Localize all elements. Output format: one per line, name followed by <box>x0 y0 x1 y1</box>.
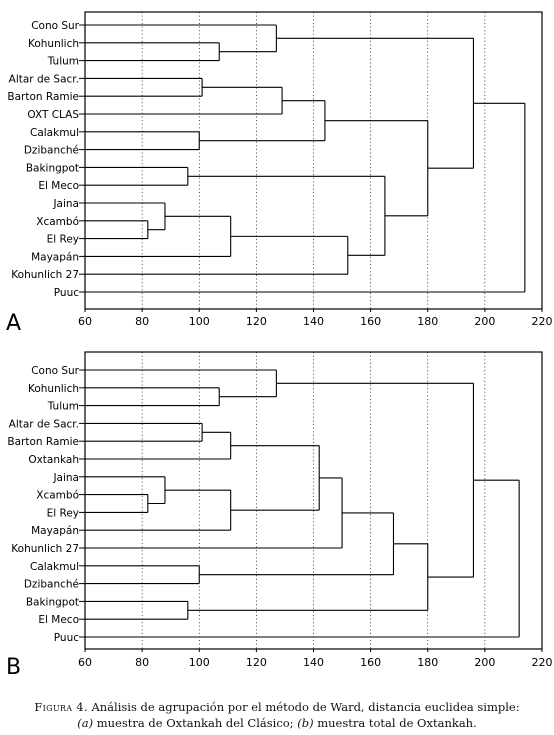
leaf-label: OXT CLAS <box>27 109 79 121</box>
leaf-label: Kohunlich <box>28 383 79 395</box>
dendrogram-panel-b: 60 80 100 120 140 160 180 200 220 Cono Sur Kohunli… <box>6 351 553 680</box>
leaf-label: Xcambó <box>36 490 79 502</box>
leaf-label: Calakmul <box>30 127 79 139</box>
dendrogram-figure: 60 80 100 120 140 160 180 200 220 Cono Sur Kohunli… <box>6 11 553 680</box>
x-tick-label: 180 <box>417 315 438 328</box>
leaf-label: Calakmul <box>30 561 79 573</box>
leaf-label: Tulum <box>47 401 79 413</box>
figure-label: Figura 4. <box>34 700 88 714</box>
x-tick-label: 160 <box>360 315 381 328</box>
leaf-label: Dzibanché <box>24 145 79 157</box>
x-tick-label: 120 <box>246 315 267 328</box>
leaf-label: Mayapán <box>31 251 79 263</box>
x-tick-label: 140 <box>303 656 324 669</box>
x-tick-label: 80 <box>135 315 149 328</box>
leaf-label: Barton Ramie <box>7 91 79 103</box>
x-tick-label: 120 <box>246 656 267 669</box>
dendrogram-panel-a: 60 80 100 120 140 160 180 200 220 Cono Sur Kohunli… <box>6 11 553 336</box>
caption-a-text: muestra de Oxtankah del Clásico; <box>96 716 294 730</box>
leaf-label: Bakingpot <box>26 162 79 174</box>
leaf-label: Xcambó <box>36 216 79 228</box>
x-tick-label: 180 <box>417 656 438 669</box>
leaf-label: Mayapán <box>31 525 79 537</box>
leaf-label: Puuc <box>54 287 79 299</box>
leaf-label: Cono Sur <box>31 20 79 32</box>
caption-text: Análisis de agrupación por el método de … <box>91 700 520 714</box>
panel-label: A <box>6 311 21 336</box>
x-tick-label: 100 <box>189 315 210 328</box>
x-tick-label: 220 <box>532 656 553 669</box>
leaf-label: Barton Ramie <box>7 436 79 448</box>
leaf-label: Bakingpot <box>26 596 79 608</box>
leaf-label: El Rey <box>47 507 79 519</box>
x-tick-label: 200 <box>474 315 495 328</box>
caption-a-marker: (a) <box>77 716 94 730</box>
leaf-label: Kohunlich 27 <box>11 543 79 555</box>
figure-caption-line-1: Figura 4. Análisis de agrupación por el … <box>0 699 554 715</box>
leaf-label: Cono Sur <box>31 365 79 377</box>
leaf-label: Kohunlich <box>28 38 79 50</box>
leaf-label: El Meco <box>38 614 79 626</box>
leaf-label: Oxtankah <box>28 454 79 466</box>
x-tick-label: 200 <box>474 656 495 669</box>
leaf-label: Dzibanché <box>24 579 79 591</box>
x-tick-label: 140 <box>303 315 324 328</box>
figure-caption-line-2: (a) muestra de Oxtankah del Clásico; (b)… <box>0 715 554 731</box>
leaf-label: Tulum <box>47 56 79 68</box>
x-tick-label: 80 <box>135 656 149 669</box>
leaf-label: El Meco <box>38 180 79 192</box>
leaf-label: Puuc <box>54 632 79 644</box>
x-tick-label: 60 <box>78 656 92 669</box>
caption-b-marker: (b) <box>297 716 314 730</box>
caption-b-text: muestra total de Oxtankah. <box>317 716 477 730</box>
x-tick-label: 220 <box>532 315 553 328</box>
leaf-label: Altar de Sacr. <box>9 418 79 430</box>
leaf-label: Jaina <box>52 198 79 210</box>
x-tick-label: 160 <box>360 656 381 669</box>
panel-label: B <box>6 655 21 680</box>
leaf-label: El Rey <box>47 234 79 246</box>
leaf-label: Jaina <box>52 472 79 484</box>
leaf-label: Altar de Sacr. <box>9 73 79 85</box>
leaf-label: Kohunlich 27 <box>11 269 79 281</box>
x-tick-label: 100 <box>189 656 210 669</box>
x-tick-label: 60 <box>78 315 92 328</box>
